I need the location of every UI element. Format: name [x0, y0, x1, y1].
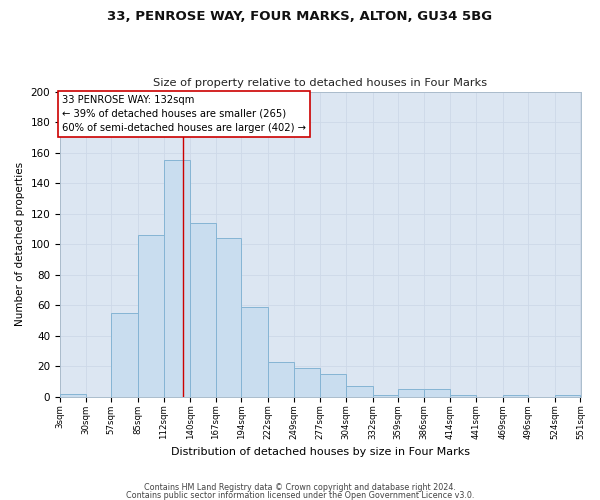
Bar	[320, 374, 346, 396]
Bar	[346, 386, 373, 396]
Bar	[398, 389, 424, 396]
Bar	[112, 313, 138, 396]
Bar	[164, 160, 190, 396]
Bar	[373, 395, 398, 396]
X-axis label: Distribution of detached houses by size in Four Marks: Distribution of detached houses by size …	[171, 448, 470, 458]
Text: Contains HM Land Registry data © Crown copyright and database right 2024.: Contains HM Land Registry data © Crown c…	[144, 484, 456, 492]
Text: Contains public sector information licensed under the Open Government Licence v3: Contains public sector information licen…	[126, 490, 474, 500]
Title: Size of property relative to detached houses in Four Marks: Size of property relative to detached ho…	[153, 78, 487, 88]
Bar	[424, 389, 451, 396]
Bar	[555, 395, 580, 396]
Bar	[190, 222, 216, 396]
Bar	[293, 368, 320, 396]
Bar	[138, 235, 164, 396]
Bar	[451, 395, 476, 396]
Bar	[60, 394, 86, 396]
Text: 33 PENROSE WAY: 132sqm
← 39% of detached houses are smaller (265)
60% of semi-de: 33 PENROSE WAY: 132sqm ← 39% of detached…	[62, 94, 306, 132]
Bar	[268, 362, 293, 396]
Bar	[503, 395, 528, 396]
Y-axis label: Number of detached properties: Number of detached properties	[15, 162, 25, 326]
Text: 33, PENROSE WAY, FOUR MARKS, ALTON, GU34 5BG: 33, PENROSE WAY, FOUR MARKS, ALTON, GU34…	[107, 10, 493, 23]
Bar	[241, 306, 268, 396]
Bar	[216, 238, 241, 396]
